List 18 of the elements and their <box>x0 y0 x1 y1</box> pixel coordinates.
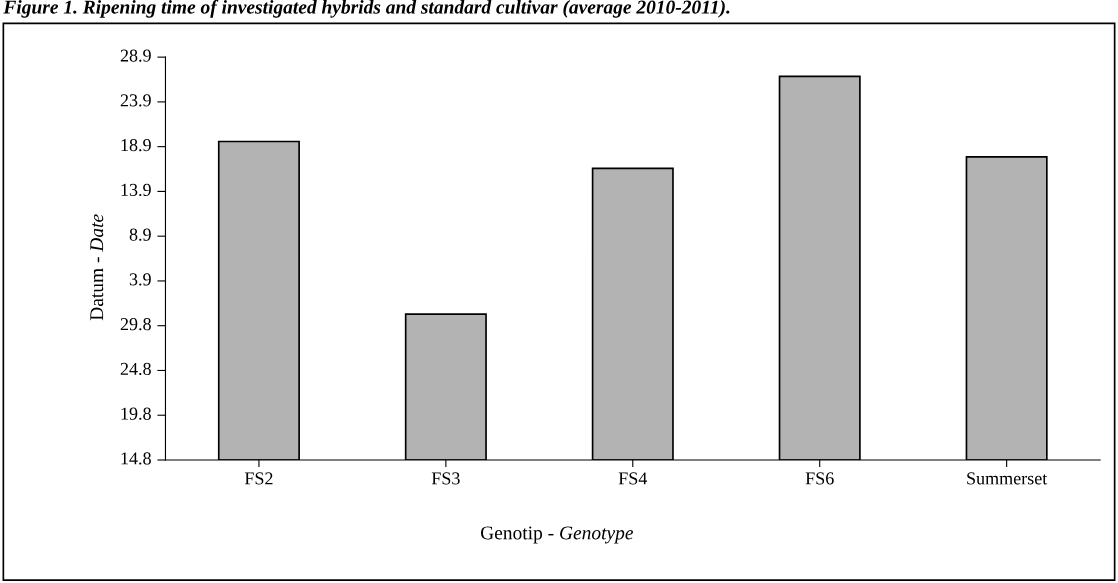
x-tick-label: FS3 <box>431 472 460 485</box>
x-tick-label: FS2 <box>244 472 273 485</box>
text: 8.9 <box>129 228 151 241</box>
text: 18.9 <box>121 138 151 152</box>
text: 23.9 <box>120 94 151 107</box>
x-tick-label: Summerset <box>967 472 1048 485</box>
y-axis-title: Datum - Date <box>90 214 104 321</box>
x-tick-label: FS6 <box>805 472 834 485</box>
x-tick-label: FS4 <box>618 472 648 485</box>
text: 14.8 <box>121 452 151 465</box>
text: 24.8 <box>120 362 151 376</box>
text: 28.9 <box>120 49 151 62</box>
chart-title: Figure 1. Ripening time of investigated hybrids and standard cultivar (average 2010-2011). <box>3 0 730 18</box>
text: 3.9 <box>129 273 151 286</box>
x-axis-title: Genotip - Genotype <box>480 526 634 544</box>
text: 29.8 <box>120 318 151 331</box>
text: 19.8 <box>121 407 151 420</box>
text: 13.9 <box>121 183 151 197</box>
